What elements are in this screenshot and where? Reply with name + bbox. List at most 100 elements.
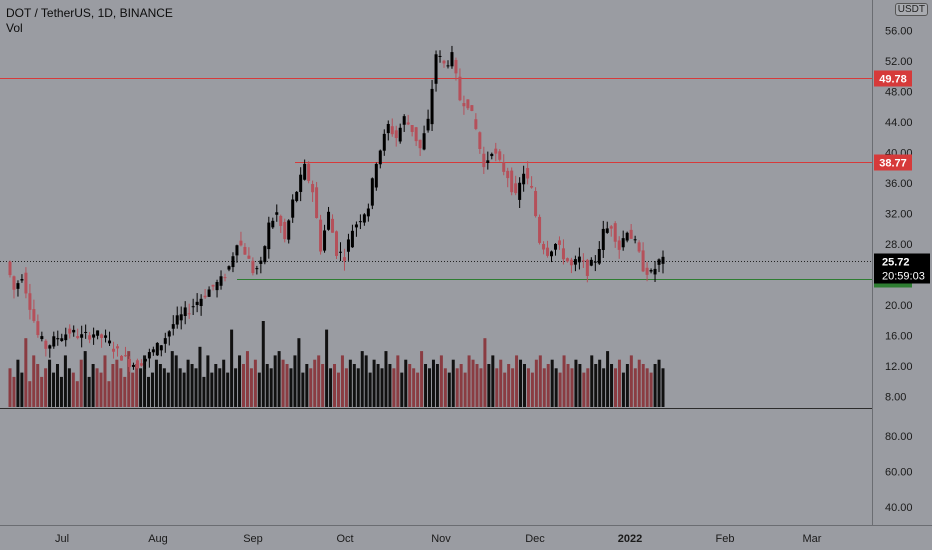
volume-bar bbox=[459, 364, 463, 407]
candle-body bbox=[605, 228, 609, 233]
candle-body bbox=[116, 346, 120, 349]
volume-bar bbox=[451, 359, 455, 407]
candle-body bbox=[299, 174, 303, 192]
volume-bar bbox=[12, 376, 16, 407]
volume-bar bbox=[202, 376, 206, 407]
candle-body bbox=[358, 221, 362, 223]
symbol-title[interactable]: DOT / TetherUS, 1D, BINANCE bbox=[6, 6, 173, 20]
volume-bar bbox=[325, 329, 329, 407]
candle-body bbox=[577, 256, 581, 263]
volume-bar bbox=[637, 359, 641, 407]
volume-bar bbox=[455, 368, 459, 407]
y-tick-label: 32.00 bbox=[885, 209, 913, 221]
volume-bar bbox=[8, 368, 12, 407]
y-tick-label: 52.00 bbox=[885, 56, 913, 68]
candle-body bbox=[354, 224, 358, 228]
volume-bar bbox=[214, 364, 218, 407]
candle-body bbox=[135, 360, 139, 369]
volume-bar bbox=[570, 368, 574, 407]
volume-bar bbox=[431, 359, 435, 407]
indicator-y-tick-label: 40.00 bbox=[885, 502, 913, 514]
candle-body bbox=[64, 334, 68, 341]
volume-bar bbox=[75, 381, 79, 407]
volume-bar bbox=[404, 359, 408, 407]
x-tick-label: 2022 bbox=[618, 533, 642, 545]
candle-body bbox=[80, 334, 84, 338]
candle-body bbox=[621, 238, 625, 248]
volume-bar bbox=[360, 351, 364, 407]
volume-bar bbox=[408, 364, 412, 407]
candle-body bbox=[251, 260, 255, 274]
volume-bar bbox=[566, 364, 570, 407]
y-tick-label: 48.00 bbox=[885, 87, 913, 99]
candle-body bbox=[131, 364, 135, 367]
candle-body bbox=[422, 133, 426, 150]
candle-body bbox=[175, 315, 179, 325]
volume-bar bbox=[586, 368, 590, 407]
volume-bar bbox=[210, 372, 214, 407]
volume-bar bbox=[380, 368, 384, 407]
y-tick-label: 16.00 bbox=[885, 331, 913, 343]
volume-bar bbox=[396, 355, 400, 407]
candle-body bbox=[28, 293, 32, 310]
price-level-tag bbox=[874, 154, 912, 171]
candle-body bbox=[123, 355, 127, 357]
volume-bar bbox=[574, 359, 578, 407]
volume-bar bbox=[443, 368, 447, 407]
volume-bar bbox=[154, 359, 158, 407]
currency-badge[interactable]: USDT bbox=[894, 3, 928, 16]
y-tick-label: 36.00 bbox=[885, 178, 913, 190]
volume-bar bbox=[269, 368, 273, 407]
volume-bar bbox=[633, 368, 637, 407]
candle-body bbox=[418, 139, 422, 149]
volume-bar bbox=[507, 364, 511, 407]
candle-body bbox=[32, 309, 36, 321]
candle-body bbox=[581, 260, 585, 262]
candle-body bbox=[661, 256, 665, 264]
candle-body bbox=[139, 363, 143, 366]
candle-body bbox=[335, 231, 338, 256]
volume-bar bbox=[625, 364, 629, 407]
candle-body bbox=[283, 221, 287, 240]
volume-bar bbox=[439, 355, 443, 407]
candle-body bbox=[8, 261, 12, 276]
volume-indicator-label[interactable]: Vol bbox=[6, 21, 23, 35]
volume-bar bbox=[59, 376, 63, 407]
candle-body bbox=[478, 132, 482, 149]
volume-bar bbox=[392, 368, 396, 407]
volume-bar bbox=[127, 351, 131, 407]
x-tick-label: Sep bbox=[243, 533, 263, 545]
volume-bar bbox=[428, 368, 432, 407]
volume-bar bbox=[522, 364, 526, 407]
volume-bar bbox=[329, 368, 333, 407]
volume-bar bbox=[166, 372, 170, 407]
candle-body bbox=[100, 334, 104, 338]
volume-bar bbox=[277, 351, 281, 407]
volume-bar bbox=[83, 351, 87, 407]
candle-body bbox=[219, 276, 223, 286]
volume-bar bbox=[147, 376, 151, 407]
candle-body bbox=[613, 223, 617, 242]
volume-bar bbox=[95, 368, 99, 407]
x-tick-label: Feb bbox=[716, 533, 735, 545]
candle-body bbox=[119, 355, 123, 361]
indicator-y-tick-label: 80.00 bbox=[885, 431, 913, 443]
candle-body bbox=[450, 52, 454, 67]
volume-bar bbox=[475, 364, 479, 407]
candle-body bbox=[561, 248, 565, 260]
candle-body bbox=[227, 266, 231, 270]
volume-bar bbox=[602, 368, 606, 407]
volume-bar bbox=[336, 372, 340, 407]
candle-body bbox=[48, 345, 52, 349]
volume-bar bbox=[79, 359, 83, 407]
volume-bar bbox=[542, 368, 546, 407]
volume-bar bbox=[661, 368, 665, 407]
volume-bar bbox=[515, 355, 519, 407]
x-tick-label: Mar bbox=[803, 533, 822, 545]
volume-bar bbox=[368, 372, 372, 407]
volume-bar bbox=[87, 376, 91, 407]
volume-bar bbox=[131, 372, 135, 407]
x-tick-label: Aug bbox=[148, 533, 168, 545]
